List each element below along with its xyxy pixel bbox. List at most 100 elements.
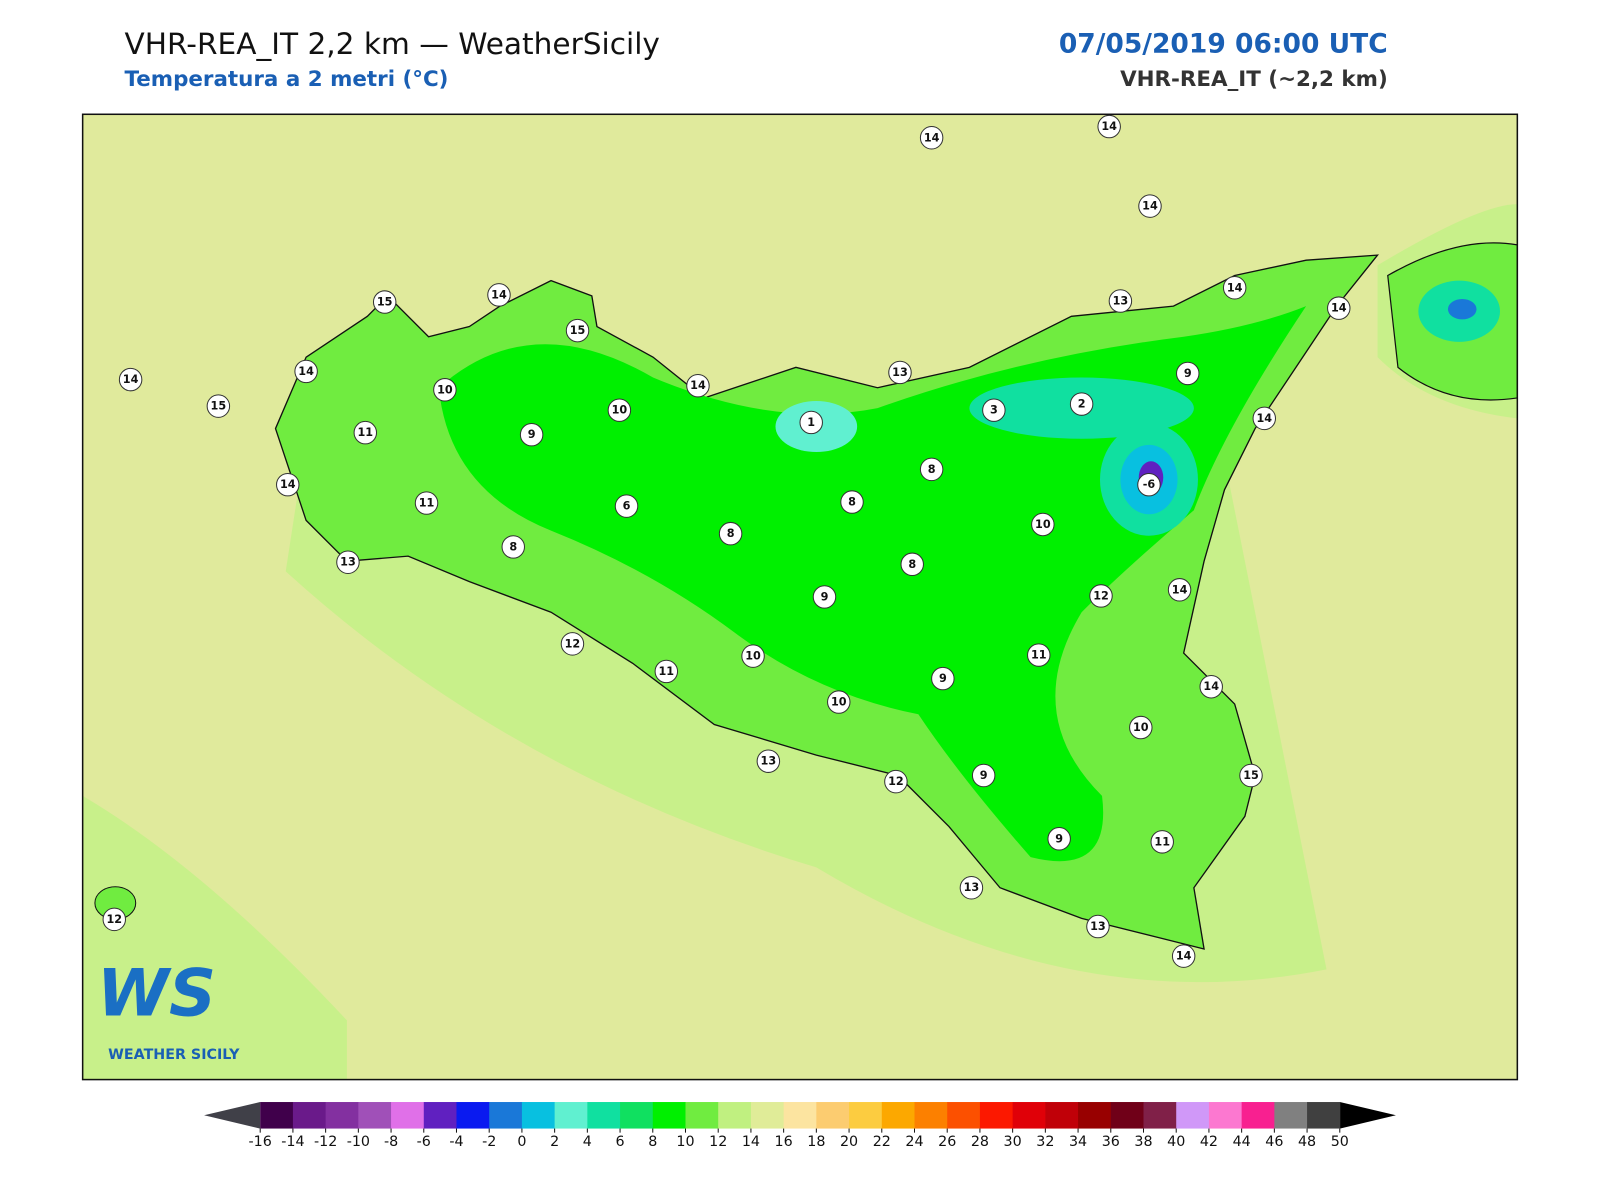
station-marker [1047,827,1071,851]
station-value: 13 [964,881,980,894]
station-value: 10 [437,383,453,396]
colorbar-extend-low [204,1102,261,1129]
station-value: 12 [1093,589,1109,602]
station-value: 10 [612,404,628,417]
colorbar-bin [1012,1102,1046,1129]
station-marker [840,490,864,514]
colorbar-bin [881,1102,916,1129]
colorbar-tick-label: 22 [873,1134,891,1150]
station-marker [888,360,912,385]
colorbar-tick-label: 2 [550,1134,559,1150]
colorbar-bin [1241,1102,1275,1129]
station-value: 10 [831,696,847,709]
colorbar-tick-label: 50 [1331,1134,1349,1150]
station-value: 12 [106,913,122,926]
subtitle: Temperatura a 2 metri (°C) [124,67,448,92]
colorbar: -16 -14 -12 -10 -8 -6 -4 -2 0 2 4 6 8 10 12 14 16 18 20 22 2… [204,1102,1396,1150]
station-marker [900,552,924,577]
colorbar-tick-label: 48 [1298,1134,1316,1150]
colorbar-bin [587,1102,621,1129]
colorbar-bin [423,1102,458,1129]
datetime: 07/05/2019 06:00 UTC [1059,28,1388,59]
station-value: 10 [1035,518,1051,531]
colorbar-tick-label: 44 [1233,1134,1251,1150]
station-marker [1171,944,1196,968]
station-value: 9 [1184,367,1192,380]
station-value: 6 [623,500,631,513]
station-marker [1199,674,1223,699]
colorbar-bin [849,1102,883,1129]
colorbar-tick-label: 16 [775,1134,793,1150]
colorbar-bin [1045,1102,1079,1129]
colorbar-bin [358,1102,392,1129]
colorbar-tick-label: 28 [971,1134,989,1150]
station-value: 14 [690,379,706,392]
colorbar-tick-label: 0 [517,1134,526,1150]
station-marker [982,398,1006,422]
colorbar-extend-high [1339,1102,1396,1129]
colorbar-bin [1208,1102,1243,1129]
colorbar-tick-label: -14 [281,1134,304,1150]
station-value: 14 [1142,200,1158,213]
colorbar-tick-label: 24 [905,1134,923,1150]
colorbar-bin [325,1102,359,1129]
colorbar-tick-label: -10 [347,1134,370,1150]
logo-text: WS [97,955,216,1031]
station-value: 1 [807,416,815,429]
station-marker [884,769,908,794]
station-value: 9 [1055,832,1063,845]
station-value: 2 [1078,398,1086,411]
colorbar-tick-label: 20 [840,1134,858,1150]
colorbar-tick-label: 36 [1102,1134,1120,1150]
station-marker [336,550,360,574]
colorbar-tick-label: -6 [417,1134,431,1150]
colorbar-tick-label: 30 [1004,1134,1022,1150]
station-value: 14 [1101,120,1117,133]
station-marker [1069,392,1094,416]
station-value: 9 [980,769,988,782]
station-value: 14 [491,288,507,301]
station-value: 8 [908,558,916,571]
colorbar-tick-label: 26 [938,1134,956,1150]
station-marker [1252,406,1277,431]
station-marker [1222,276,1247,300]
station-value: 14 [1176,950,1192,963]
station-value: 15 [377,296,393,309]
station-value: 9 [528,428,536,441]
station-value: 12 [888,775,904,788]
station-marker [1167,578,1192,602]
colorbar-bin [914,1102,948,1129]
station-value: 14 [280,478,296,491]
station-value: 14 [924,131,940,144]
colorbar-tick-label: -4 [449,1134,463,1150]
station-value: 11 [1154,835,1170,848]
station-value: 13 [1113,295,1129,308]
station-value: 13 [1090,920,1106,933]
station-marker [1031,512,1055,537]
colorbar-tick-label: 8 [648,1134,657,1150]
station-value: 15 [570,324,586,337]
station-marker [799,410,823,435]
station-value: 8 [928,463,936,476]
station-value: 3 [990,404,998,417]
station-marker [519,422,544,447]
colorbar-bin [750,1102,785,1129]
station-marker [756,749,781,773]
map-frame [81,113,1519,1081]
station-value: 14 [123,373,139,386]
colorbar-bin [260,1102,294,1129]
station-value: 15 [1243,769,1259,782]
colorbar-bin [620,1102,654,1129]
field-band [438,306,1307,862]
colorbar-tick-label: 34 [1069,1134,1087,1150]
station-value: 11 [357,426,373,439]
colorbar-bin [652,1102,687,1129]
station-value: 13 [761,755,777,768]
colorbar-bin [521,1102,556,1129]
station-value: 14 [1172,583,1188,596]
station-marker [1138,194,1162,218]
station-marker [686,373,710,398]
colorbar-bin [685,1102,719,1129]
station-marker [560,632,585,656]
station-marker [1129,715,1153,740]
